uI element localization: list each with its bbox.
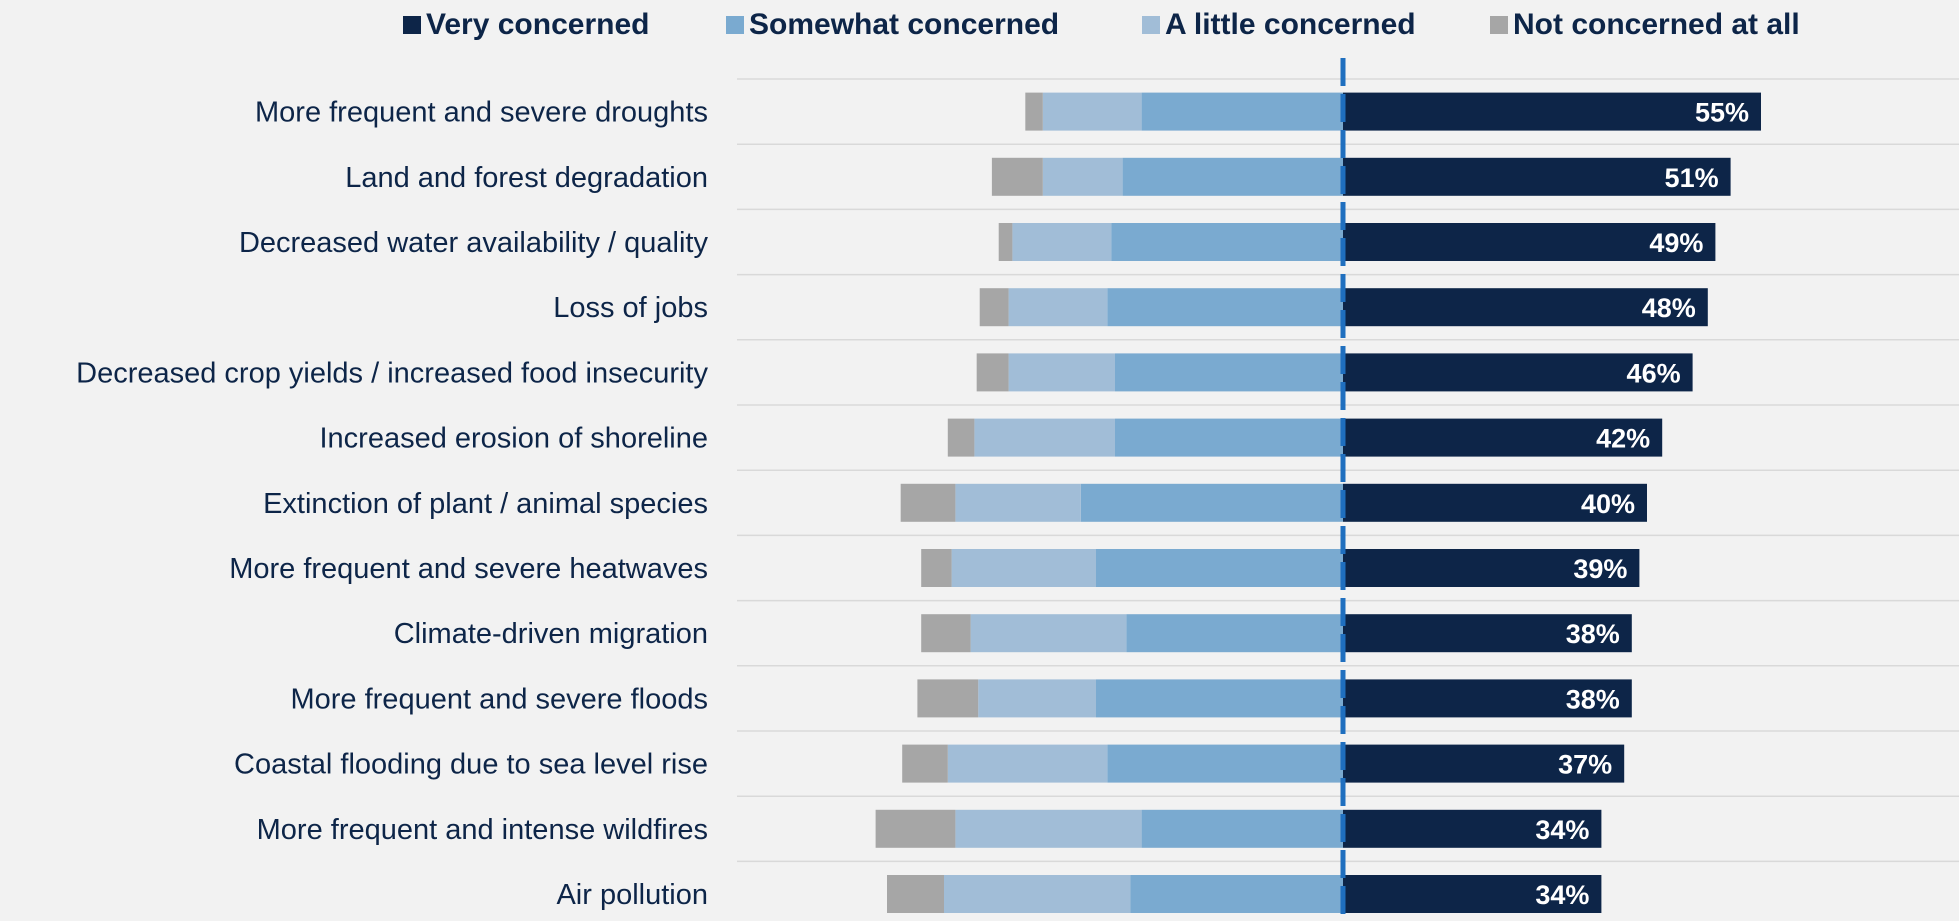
category-label: Decreased crop yields / increased food i…: [76, 357, 708, 389]
bar-somewhat-concerned: [1111, 223, 1343, 261]
bar-a-little-concerned: [955, 809, 1142, 848]
bar-very-concerned: [1343, 809, 1602, 848]
bar-somewhat-concerned: [1141, 809, 1343, 848]
bar-somewhat-concerned: [1122, 157, 1343, 196]
bar-somewhat-concerned: [1096, 679, 1343, 718]
category-label: Extinction of plant / animal species: [263, 488, 708, 520]
legend-label-a-little-concerned: A little concerned: [1165, 8, 1416, 41]
bar-a-little-concerned: [978, 679, 1096, 718]
bar-very-concerned: [1343, 549, 1640, 587]
bar-a-little-concerned: [1008, 288, 1108, 327]
legend-label-not-concerned-at-all: Not concerned at all: [1513, 8, 1800, 41]
legend-swatch-a-little-concerned: [1142, 16, 1160, 34]
bar-somewhat-concerned: [1096, 549, 1343, 587]
bar-somewhat-concerned: [1126, 614, 1343, 653]
bar-somewhat-concerned: [1141, 92, 1343, 131]
bar-a-little-concerned: [1008, 353, 1115, 392]
bar-very-concerned: [1343, 744, 1625, 783]
bar-very-concerned: [1343, 483, 1647, 522]
bar-not-concerned-at-all: [1025, 92, 1043, 131]
bar-a-little-concerned: [947, 744, 1108, 783]
bar-not-concerned-at-all: [917, 679, 979, 718]
category-label: More frequent and intense wildfires: [257, 814, 708, 846]
legend-label-somewhat-concerned: Somewhat concerned: [749, 8, 1059, 41]
data-label: 46%: [1627, 358, 1681, 388]
bar-not-concerned-at-all: [900, 483, 956, 522]
bar-not-concerned-at-all: [921, 614, 971, 653]
legend-label-very-concerned: Very concerned: [426, 8, 649, 41]
data-label: 49%: [1649, 228, 1703, 258]
category-label: Decreased water availability / quality: [239, 227, 709, 259]
bar-very-concerned: [1343, 157, 1731, 196]
category-label: Loss of jobs: [553, 292, 708, 324]
data-label: 37%: [1558, 750, 1612, 780]
bar-very-concerned: [1343, 679, 1632, 718]
bar-somewhat-concerned: [1115, 353, 1343, 392]
category-label: More frequent and severe droughts: [255, 97, 708, 129]
bar-very-concerned: [1343, 614, 1632, 653]
bar-somewhat-concerned: [1130, 875, 1343, 913]
bar-not-concerned-at-all: [887, 875, 944, 913]
bar-not-concerned-at-all: [991, 157, 1043, 196]
bar-somewhat-concerned: [1080, 483, 1343, 522]
bar-somewhat-concerned: [1115, 418, 1343, 457]
data-label: 55%: [1695, 98, 1749, 128]
category-label: Coastal flooding due to sea level rise: [234, 749, 708, 781]
data-label: 38%: [1566, 619, 1620, 649]
legend-swatch-somewhat-concerned: [726, 16, 744, 34]
bar-not-concerned-at-all: [998, 223, 1013, 261]
bar-a-little-concerned: [955, 483, 1081, 522]
bar-somewhat-concerned: [1107, 288, 1343, 327]
category-label: Increased erosion of shoreline: [319, 423, 708, 455]
category-label: Air pollution: [556, 879, 708, 911]
bar-a-little-concerned: [1042, 92, 1142, 131]
category-label: Land and forest degradation: [345, 162, 708, 194]
bar-very-concerned: [1343, 418, 1663, 457]
bar-very-concerned: [1343, 223, 1716, 261]
bar-a-little-concerned: [1012, 223, 1112, 261]
data-label: 42%: [1596, 424, 1650, 454]
category-label: More frequent and severe floods: [290, 683, 708, 715]
data-label: 40%: [1581, 489, 1635, 519]
bar-not-concerned-at-all: [921, 549, 952, 587]
bar-not-concerned-at-all: [902, 744, 948, 783]
data-label: 34%: [1535, 815, 1589, 845]
category-label: More frequent and severe heatwaves: [229, 553, 708, 585]
bar-not-concerned-at-all: [979, 288, 1009, 327]
bar-a-little-concerned: [944, 875, 1131, 913]
bar-very-concerned: [1343, 288, 1708, 327]
bar-somewhat-concerned: [1107, 744, 1343, 783]
bar-a-little-concerned: [970, 614, 1127, 653]
data-label: 34%: [1535, 880, 1589, 910]
category-label: Climate-driven migration: [394, 618, 708, 650]
bar-not-concerned-at-all: [947, 418, 975, 457]
data-label: 39%: [1573, 554, 1627, 584]
legend-swatch-very-concerned: [403, 16, 421, 34]
bar-a-little-concerned: [951, 549, 1096, 587]
data-label: 38%: [1566, 684, 1620, 714]
data-label: 48%: [1642, 293, 1696, 323]
bar-very-concerned: [1343, 92, 1761, 131]
bar-very-concerned: [1343, 353, 1693, 392]
data-label: 51%: [1665, 163, 1719, 193]
bar-not-concerned-at-all: [875, 809, 956, 848]
bar-a-little-concerned: [1042, 157, 1123, 196]
bar-a-little-concerned: [974, 418, 1115, 457]
legend-swatch-not-concerned-at-all: [1490, 16, 1508, 34]
bar-very-concerned: [1343, 875, 1602, 913]
bar-not-concerned-at-all: [976, 353, 1009, 392]
